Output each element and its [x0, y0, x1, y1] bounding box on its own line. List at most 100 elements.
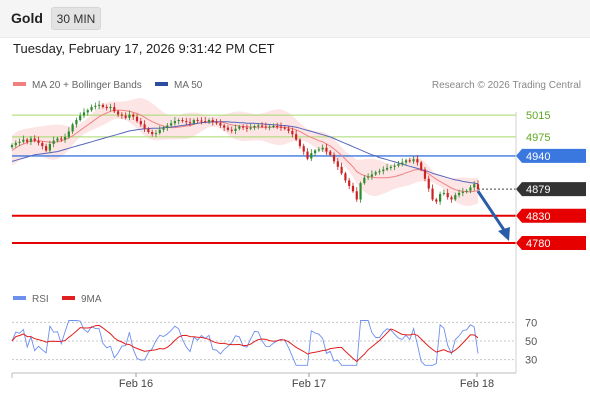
candle-body	[143, 124, 146, 129]
candle-body	[109, 106, 112, 109]
candle-body	[230, 129, 233, 131]
rsi-tick-30: 30	[525, 355, 537, 367]
candle-body	[86, 110, 89, 113]
legend-rsi: RSI	[13, 294, 49, 305]
candle-body	[295, 134, 298, 140]
candle-body	[185, 121, 188, 123]
candle-body	[170, 123, 173, 126]
candle-body	[234, 128, 237, 131]
candle-body	[264, 126, 267, 128]
candle-body	[385, 167, 389, 170]
candle-body	[226, 127, 230, 130]
candle-body	[442, 192, 446, 195]
candle-body	[245, 127, 248, 129]
candle-body	[48, 143, 51, 151]
candle-body	[310, 153, 313, 159]
candle-body	[207, 120, 211, 122]
candle-body	[423, 169, 427, 179]
candle-body	[154, 133, 158, 135]
candle-body	[37, 140, 40, 143]
candle-body	[344, 173, 347, 181]
level-label-4879: 4879	[526, 184, 550, 196]
candle-body	[151, 131, 154, 135]
candle-body	[147, 128, 150, 132]
candle-body	[105, 106, 108, 109]
candle-body	[325, 147, 328, 152]
candle-body	[14, 142, 17, 146]
candle-body	[461, 191, 464, 193]
rsi-ma-legend-label: 9MA	[81, 294, 102, 305]
candle-body	[257, 125, 260, 127]
candle-body	[279, 126, 283, 128]
candle-body	[173, 121, 177, 124]
candle-body	[128, 114, 131, 118]
candle-body	[355, 191, 358, 200]
candle-body	[287, 128, 290, 131]
candle-body	[219, 123, 222, 126]
candle-body	[56, 138, 59, 141]
candle-body	[181, 120, 184, 122]
timeframe-button[interactable]: 30 MIN	[51, 7, 101, 30]
candle-body	[135, 116, 139, 122]
copyright-notice: Research © 2026 Trading Central	[431, 80, 581, 91]
candle-body	[473, 184, 476, 188]
candle-body	[166, 125, 169, 128]
candle-body	[52, 140, 55, 144]
candle-body	[249, 127, 252, 129]
candle-body	[75, 120, 78, 125]
candle-body	[317, 149, 320, 151]
candle-body	[41, 142, 44, 147]
candle-body	[94, 105, 97, 107]
candle-body	[393, 165, 396, 167]
x-tick-label: Feb 18	[460, 378, 494, 390]
ma20-legend-label: MA 20 + Bollinger Bands	[32, 80, 142, 91]
candle-body	[276, 126, 279, 128]
forecast-arrow	[476, 190, 508, 234]
candle-body	[298, 139, 302, 147]
rsi-legend-label: RSI	[32, 294, 49, 305]
candle-body	[397, 164, 400, 166]
candle-body	[204, 121, 207, 123]
candle-body	[476, 184, 480, 190]
level-label-4940: 4940	[526, 151, 550, 163]
candle-body	[116, 111, 120, 115]
rsi-line	[11, 320, 479, 366]
candle-body	[359, 183, 362, 200]
candle-body	[408, 160, 411, 162]
candle-body	[340, 166, 343, 174]
ma20-swatch	[13, 82, 26, 87]
level-tag-4879	[516, 182, 586, 197]
candle-body	[158, 129, 161, 134]
candle-body	[211, 120, 214, 123]
candle-body	[44, 146, 48, 151]
candle-body	[412, 159, 415, 162]
candle-body	[348, 180, 351, 186]
candle-body	[268, 126, 271, 128]
candle-body	[404, 160, 408, 163]
candle-body	[370, 174, 374, 177]
rsi-ma-swatch	[62, 296, 75, 301]
candle-body	[33, 138, 36, 141]
candle-body	[431, 188, 434, 200]
candle-body	[389, 166, 392, 168]
candle-body	[329, 151, 332, 155]
candle-body	[29, 138, 33, 142]
candle-body	[188, 122, 192, 124]
ma20-line	[11, 109, 479, 193]
candle-body	[283, 127, 286, 129]
candle-body	[26, 139, 29, 142]
candle-body	[321, 147, 324, 150]
candle-body	[454, 195, 457, 200]
candle-body	[302, 146, 305, 152]
x-tick-label: Feb 16	[119, 378, 153, 390]
candle-body	[82, 112, 86, 116]
candle-body	[79, 115, 82, 121]
chart-timestamp: Tuesday, February 17, 2026 9:31:42 PM CE…	[13, 41, 275, 56]
candle-body	[446, 192, 449, 198]
level-tag-4830	[516, 208, 586, 223]
candle-body	[200, 120, 203, 122]
candle-body	[306, 151, 309, 159]
candle-body	[124, 115, 127, 118]
candle-body	[10, 145, 14, 148]
